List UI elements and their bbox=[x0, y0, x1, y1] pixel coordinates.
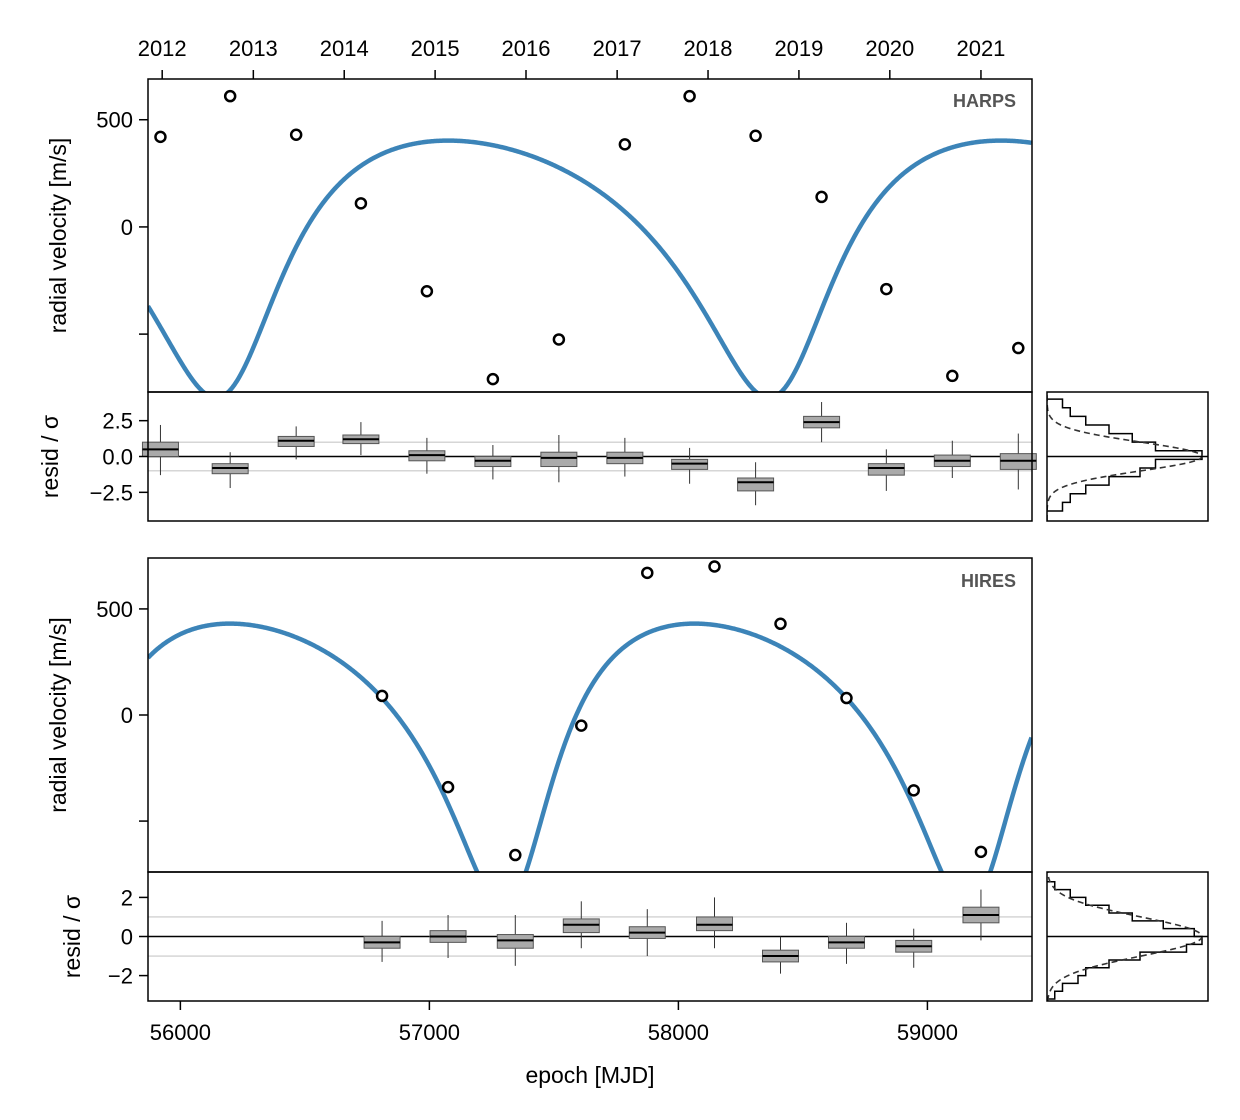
epoch-tick-label: 57000 bbox=[399, 1020, 460, 1045]
resid-tick-label: 2.5 bbox=[102, 409, 133, 434]
hires-panel: HIRES 500 0 radial velocity [m/s] 2 0 −2 resid … bbox=[45, 557, 1209, 1002]
model-curve-group bbox=[148, 621, 1032, 872]
year-tick-label: 2015 bbox=[411, 36, 460, 61]
rv-data-point bbox=[840, 691, 853, 705]
year-tick-label: 2020 bbox=[865, 36, 914, 61]
rv-data-point bbox=[880, 282, 893, 296]
rv-data-point bbox=[223, 89, 237, 103]
rv-data-point bbox=[486, 372, 500, 386]
rv-data-point bbox=[420, 284, 434, 298]
resid-tick-label: 0 bbox=[121, 925, 133, 950]
rv-data-point bbox=[815, 190, 828, 204]
resid-tick-label: 0.0 bbox=[102, 445, 133, 470]
rv-data-point bbox=[683, 89, 696, 103]
model-curve-group bbox=[148, 138, 1032, 392]
rv-data-point bbox=[907, 784, 920, 797]
rv-data-point bbox=[749, 129, 762, 143]
rv-data-point bbox=[774, 617, 787, 631]
hist-frame bbox=[1046, 871, 1209, 1002]
year-tick-label: 2018 bbox=[684, 36, 733, 61]
resid-tick-label: −2 bbox=[108, 964, 133, 989]
model-curve bbox=[148, 621, 1032, 872]
year-axis: 2012 2013 2014 2015 2016 2017 2018 2019 2020 2021 bbox=[138, 36, 1005, 79]
harps-panel: HARPS 500 0 radial velocity [m/s] 2.5 0.0 −2.5… bbox=[37, 78, 1209, 522]
rv-data-point bbox=[289, 128, 303, 141]
rv-data-point bbox=[354, 197, 368, 210]
rv-axis-title: radial velocity [m/s] bbox=[45, 617, 71, 813]
rv-data-point bbox=[154, 130, 167, 144]
model-curve bbox=[148, 138, 1032, 392]
rv-frame bbox=[147, 78, 1033, 393]
resid-box bbox=[867, 463, 905, 476]
hist-frame bbox=[1046, 391, 1209, 522]
instrument-label: HIRES bbox=[961, 571, 1016, 591]
rv-data-point bbox=[575, 719, 588, 732]
resid-axis-title: resid / σ bbox=[37, 415, 63, 498]
year-tick-label: 2014 bbox=[320, 36, 369, 61]
rv-data-point bbox=[1012, 341, 1025, 355]
epoch-tick-label: 59000 bbox=[897, 1020, 958, 1045]
rv-tick-label: 0 bbox=[121, 703, 133, 728]
resid-axis-title: resid / σ bbox=[59, 895, 85, 978]
epoch-axis-title: epoch [MJD] bbox=[525, 1062, 654, 1088]
rv-data-point bbox=[641, 566, 654, 580]
rv-tick-label: 500 bbox=[96, 108, 133, 133]
year-tick-label: 2019 bbox=[774, 36, 823, 61]
hist-steps bbox=[1047, 881, 1203, 1000]
year-tick-label: 2021 bbox=[956, 36, 1005, 61]
year-tick-label: 2017 bbox=[593, 36, 642, 61]
rv-frame bbox=[147, 557, 1033, 873]
resid-tick-label: −2.5 bbox=[90, 480, 133, 505]
instrument-label: HARPS bbox=[953, 91, 1016, 111]
rv-axis-title: radial velocity [m/s] bbox=[45, 138, 71, 334]
resid-histogram bbox=[1047, 392, 1208, 521]
year-tick-label: 2016 bbox=[502, 36, 551, 61]
year-tick-label: 2012 bbox=[138, 36, 187, 61]
resid-box bbox=[540, 451, 578, 468]
epoch-tick-label: 56000 bbox=[150, 1020, 211, 1045]
rv-data-point bbox=[509, 848, 522, 862]
resid-histogram bbox=[1047, 872, 1208, 1001]
rv-data-point bbox=[708, 560, 721, 573]
rv-data-point bbox=[441, 780, 455, 794]
rv-tick-label: 0 bbox=[121, 215, 133, 240]
rv-data-point bbox=[552, 333, 566, 346]
resid-box bbox=[737, 477, 775, 492]
hist-steps bbox=[1047, 398, 1203, 512]
epoch-axis: 56000 57000 58000 59000 epoch [MJD] bbox=[150, 1001, 958, 1088]
rv-data-point bbox=[974, 845, 988, 859]
rv-data-point bbox=[618, 138, 632, 151]
resid-tick-label: 2 bbox=[121, 885, 133, 910]
year-tick-label: 2013 bbox=[229, 36, 278, 61]
rv-tick-label: 500 bbox=[96, 597, 133, 622]
epoch-tick-label: 58000 bbox=[648, 1020, 709, 1045]
rv-data-point bbox=[946, 369, 959, 383]
rv-data-point bbox=[375, 689, 389, 703]
